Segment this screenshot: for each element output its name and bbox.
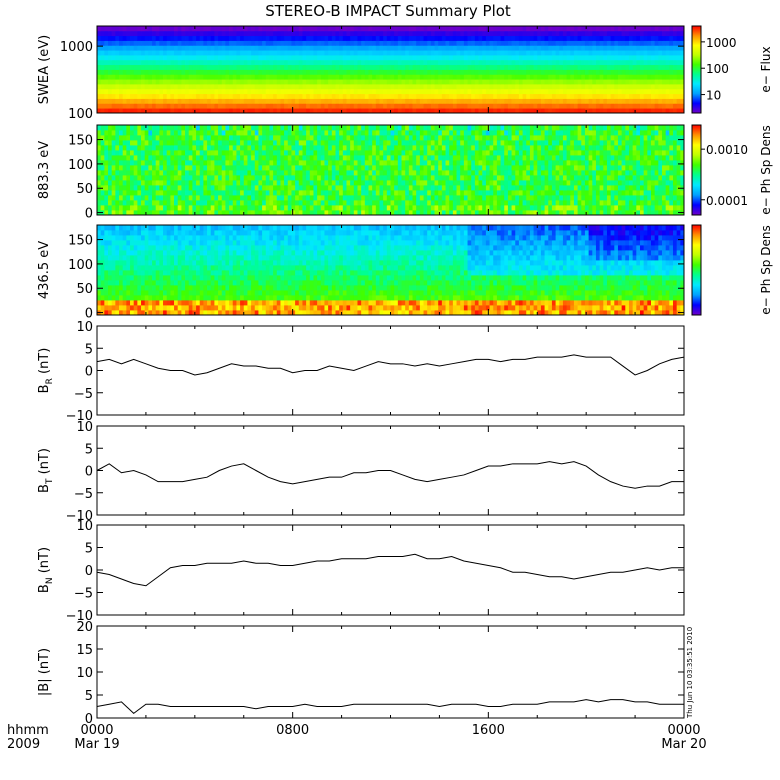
bn-y-tick-label: 5 bbox=[85, 542, 93, 557]
pad_436-spectrogram-cells bbox=[97, 225, 685, 316]
br-y-tick-label: 0 bbox=[85, 365, 93, 380]
plot-title: STEREO-B IMPACT Summary Plot bbox=[265, 2, 511, 20]
swea-spectrogram-cells bbox=[97, 26, 685, 114]
bmag-y-tick-label: 0 bbox=[85, 712, 93, 727]
br-frame bbox=[96, 325, 685, 416]
pad_883-colorbar-tick-label: 0.0001 bbox=[706, 194, 748, 208]
pad_883-y-tick-label: 150 bbox=[68, 134, 93, 149]
time-axis-corner-label: hhmm bbox=[7, 723, 49, 738]
pad_436-y-tick-label: 50 bbox=[76, 282, 93, 297]
pad_883-colorbar-label: e− Ph Sp Dens bbox=[759, 125, 773, 214]
bn-y-axis-label: BN (nT) bbox=[37, 547, 55, 593]
generation-timestamp: Thu Jun 10 03:35:51 2010 bbox=[686, 627, 694, 719]
pad_883-y-tick-label: 0 bbox=[85, 207, 93, 222]
pad_436-colorbar-label: e− Ph Sp Dens bbox=[759, 225, 773, 314]
bn-y-tick-label: 0 bbox=[85, 564, 93, 579]
br-y-tick-label: −10 bbox=[66, 409, 93, 424]
br-series-line bbox=[96, 354, 685, 376]
swea-colorbar-tick-label: 10 bbox=[706, 89, 721, 103]
swea-colorbar-tick-label: 100 bbox=[706, 62, 729, 76]
pad_883-y-tick-label: 100 bbox=[68, 158, 93, 173]
br-line-panel: −10 −5 0 5 10 BR (nT) bbox=[37, 320, 685, 424]
bmag-y-tick-label: 5 bbox=[85, 689, 93, 704]
swea-y-tick-label: 100 bbox=[68, 107, 93, 122]
time-tick-label: 0000 bbox=[80, 723, 113, 738]
time-tick-label: 1600 bbox=[472, 723, 505, 738]
bmag-series-line bbox=[96, 699, 684, 715]
br-y-tick-label: 10 bbox=[76, 320, 93, 335]
time-tick-date: Mar 20 bbox=[661, 737, 706, 752]
bmag-frame bbox=[96, 625, 685, 719]
bmag-y-tick-label: 15 bbox=[76, 643, 93, 658]
pad_436-y-axis-label: 436.5 eV bbox=[37, 241, 52, 299]
swea-colorbar bbox=[691, 25, 702, 114]
bt-y-tick-label: 5 bbox=[85, 442, 93, 457]
bmag-y-tick-label: 10 bbox=[76, 666, 93, 681]
pad-436-spectrogram-panel: e− Ph Sp Dens 0 50 100 150 436.5 eV bbox=[37, 224, 773, 322]
time-tick-label: 0800 bbox=[276, 723, 309, 738]
swea-colorbar-label: e− Flux bbox=[759, 46, 773, 92]
bt-line-panel: −10 −5 0 5 10 BT (nT) bbox=[37, 420, 685, 524]
br-y-tick-label: −5 bbox=[74, 387, 93, 402]
br-y-tick-label: 5 bbox=[85, 342, 93, 357]
bn-series-line bbox=[96, 553, 684, 587]
bt-y-tick-label: 10 bbox=[76, 420, 93, 435]
time-tick-date: Mar 19 bbox=[74, 737, 119, 752]
bn-y-tick-label: 10 bbox=[76, 519, 93, 534]
pad_883-y-tick-label: 50 bbox=[76, 182, 93, 197]
swea-y-tick-label: 1000 bbox=[60, 40, 93, 55]
pad_436-y-tick-label: 100 bbox=[68, 258, 93, 273]
pad_883-y-axis-label: 883.3 eV bbox=[37, 141, 52, 199]
br-y-axis-label: BR (nT) bbox=[37, 348, 55, 394]
pad_436-y-tick-label: 0 bbox=[85, 307, 93, 322]
bmag-y-tick-label: 20 bbox=[76, 620, 93, 635]
bt-y-axis-label: BT (nT) bbox=[37, 448, 55, 493]
time-axis-corner-label: 2009 bbox=[7, 737, 40, 752]
bt-y-tick-label: −10 bbox=[66, 509, 93, 524]
bt-y-tick-label: −5 bbox=[74, 487, 93, 502]
pad_883-colorbar bbox=[691, 124, 702, 216]
bn-y-tick-label: −5 bbox=[74, 587, 93, 602]
bn-line-panel: −10 −5 0 5 10 BN (nT) bbox=[37, 519, 685, 624]
pad-883-spectrogram-panel: 0.0001 0.0010 e− Ph Sp Dens 0 50 100 150 883.3 … bbox=[37, 124, 773, 222]
swea-colorbar-tick-label: 1000 bbox=[706, 36, 737, 50]
pad_883-colorbar-tick-label: 0.0010 bbox=[706, 143, 748, 157]
bn-y-tick-label: −10 bbox=[66, 609, 93, 624]
bn-frame bbox=[96, 524, 685, 616]
bt-y-tick-label: 0 bbox=[85, 465, 93, 480]
bmag-line-panel: 0 5 10 15 20 |B| (nT) bbox=[37, 620, 685, 727]
pad_436-colorbar bbox=[691, 224, 702, 316]
bt-series-line bbox=[96, 461, 684, 489]
bmag-y-axis-label: |B| (nT) bbox=[37, 648, 52, 696]
pad_883-spectrogram-cells bbox=[97, 125, 685, 216]
time-tick-label: 0000 bbox=[667, 723, 700, 738]
swea-y-axis-label: SWEA (eV) bbox=[37, 35, 52, 104]
pad_436-y-tick-label: 150 bbox=[68, 234, 93, 249]
swea-spectrogram-panel: 10 100 1000 e− Flux 100 1000 SWEA (eV) bbox=[37, 25, 773, 122]
